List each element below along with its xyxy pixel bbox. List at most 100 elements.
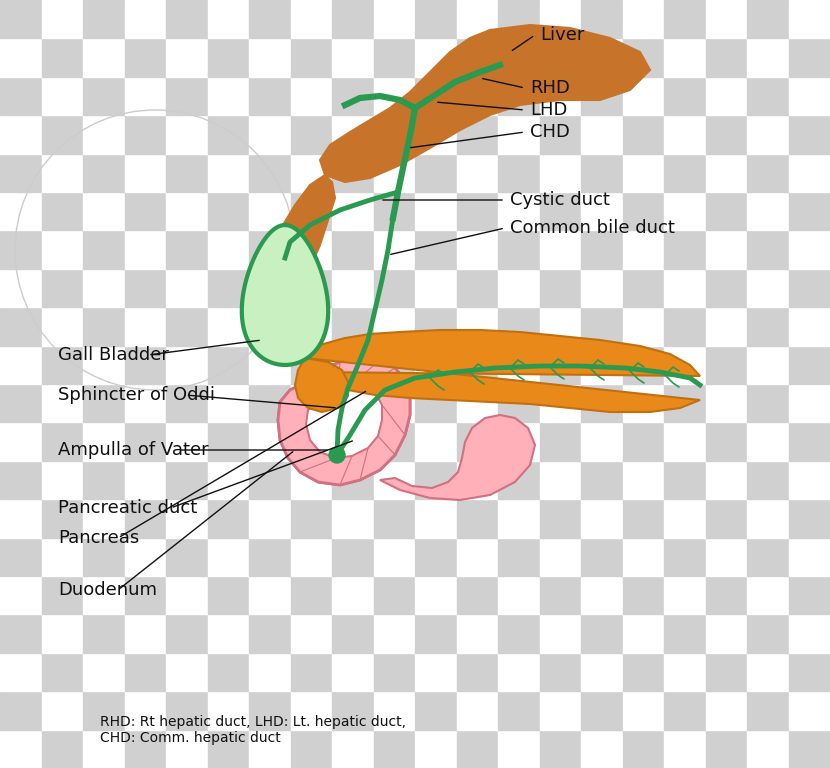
Bar xyxy=(664,154,706,192)
Bar xyxy=(290,307,332,346)
Bar xyxy=(457,115,498,154)
Bar xyxy=(457,691,498,730)
Bar xyxy=(457,154,498,192)
Bar xyxy=(415,691,457,730)
Bar xyxy=(747,691,788,730)
Bar xyxy=(581,614,622,653)
Bar xyxy=(622,269,664,307)
Bar xyxy=(0,730,42,768)
Bar xyxy=(747,269,788,307)
Bar xyxy=(498,538,540,576)
Bar xyxy=(788,422,830,461)
Bar xyxy=(124,538,166,576)
Bar xyxy=(747,0,788,38)
Bar xyxy=(208,0,249,38)
Bar xyxy=(788,461,830,499)
Bar xyxy=(706,614,747,653)
Bar xyxy=(664,691,706,730)
Bar xyxy=(332,461,374,499)
Bar xyxy=(332,422,374,461)
Text: Pancreas: Pancreas xyxy=(58,529,139,547)
Bar xyxy=(498,0,540,38)
Bar xyxy=(664,730,706,768)
Bar xyxy=(374,269,415,307)
Bar xyxy=(706,269,747,307)
Bar xyxy=(415,384,457,422)
Bar xyxy=(166,730,208,768)
Bar xyxy=(332,653,374,691)
Text: Cystic duct: Cystic duct xyxy=(510,191,610,209)
Bar xyxy=(747,307,788,346)
Bar xyxy=(622,538,664,576)
Bar xyxy=(83,461,124,499)
Bar xyxy=(747,77,788,115)
Bar xyxy=(249,691,290,730)
Bar xyxy=(166,192,208,230)
Bar xyxy=(332,307,374,346)
Bar xyxy=(747,38,788,77)
Bar xyxy=(42,576,83,614)
Bar xyxy=(332,691,374,730)
Bar xyxy=(498,346,540,384)
Bar xyxy=(664,77,706,115)
Bar xyxy=(706,38,747,77)
Bar xyxy=(124,691,166,730)
Bar xyxy=(747,115,788,154)
Bar xyxy=(622,653,664,691)
Bar xyxy=(249,192,290,230)
Bar xyxy=(124,115,166,154)
Bar xyxy=(788,154,830,192)
Bar xyxy=(498,269,540,307)
Bar xyxy=(457,38,498,77)
Bar xyxy=(290,192,332,230)
Bar xyxy=(83,538,124,576)
Bar xyxy=(706,653,747,691)
Bar xyxy=(457,0,498,38)
Bar xyxy=(83,422,124,461)
Polygon shape xyxy=(262,175,335,300)
Bar xyxy=(540,38,581,77)
Bar xyxy=(166,307,208,346)
Bar xyxy=(622,346,664,384)
Bar xyxy=(83,384,124,422)
Bar xyxy=(374,461,415,499)
Bar xyxy=(457,499,498,538)
Bar xyxy=(581,77,622,115)
Bar xyxy=(415,192,457,230)
Bar xyxy=(374,115,415,154)
Bar xyxy=(540,307,581,346)
Bar xyxy=(457,230,498,269)
Bar xyxy=(208,154,249,192)
Bar xyxy=(290,115,332,154)
Bar xyxy=(332,730,374,768)
Bar xyxy=(706,0,747,38)
Bar xyxy=(124,230,166,269)
Bar xyxy=(166,0,208,38)
Bar xyxy=(415,307,457,346)
Bar xyxy=(83,614,124,653)
Bar xyxy=(664,538,706,576)
Bar xyxy=(290,384,332,422)
Bar xyxy=(124,77,166,115)
Bar xyxy=(0,422,42,461)
Bar xyxy=(706,576,747,614)
Bar xyxy=(249,384,290,422)
Bar xyxy=(83,230,124,269)
Bar xyxy=(498,154,540,192)
Bar xyxy=(249,77,290,115)
Bar xyxy=(415,653,457,691)
Text: RHD: Rt hepatic duct, LHD: Lt. hepatic duct,
CHD: Comm. hepatic duct: RHD: Rt hepatic duct, LHD: Lt. hepatic d… xyxy=(100,715,406,745)
Bar xyxy=(706,730,747,768)
Bar xyxy=(788,307,830,346)
Bar xyxy=(166,269,208,307)
Bar xyxy=(706,499,747,538)
Bar xyxy=(540,0,581,38)
Bar xyxy=(290,730,332,768)
Bar xyxy=(166,614,208,653)
Bar xyxy=(42,614,83,653)
Bar xyxy=(415,230,457,269)
Bar xyxy=(0,0,42,38)
Bar xyxy=(581,461,622,499)
Bar xyxy=(332,192,374,230)
Bar xyxy=(332,538,374,576)
